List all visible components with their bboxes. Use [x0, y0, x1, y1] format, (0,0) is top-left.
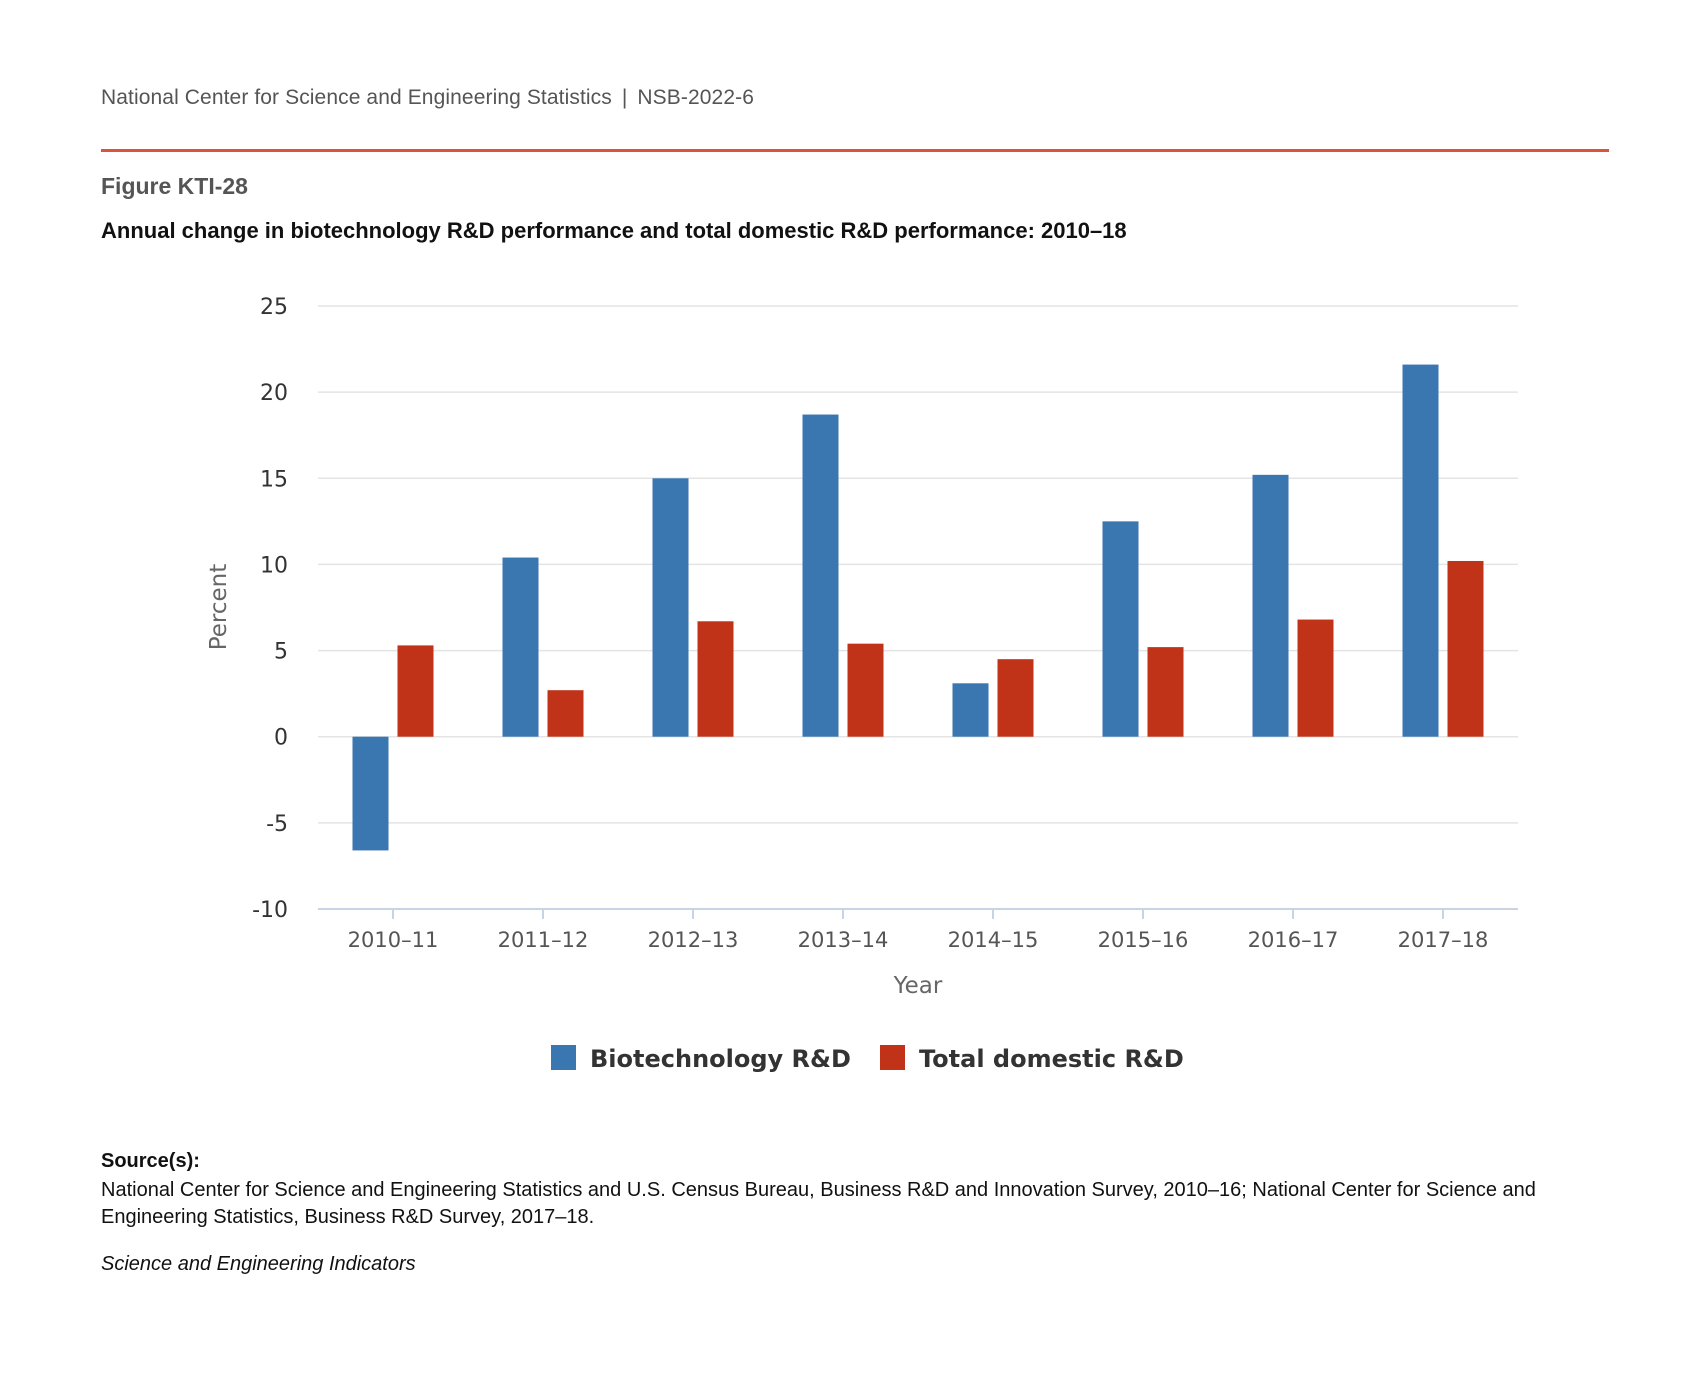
bar-total-domestic-rd — [1147, 647, 1184, 737]
bar-biotechnology-rd — [652, 478, 689, 737]
bar-total-domestic-rd — [547, 690, 584, 737]
y-tick-label: 25 — [260, 295, 288, 320]
legend-label: Biotechnology R&D — [590, 1045, 851, 1073]
report-id: NSB-2022-6 — [637, 86, 754, 109]
header-separator: | — [621, 86, 628, 109]
header-rule — [101, 149, 1609, 152]
organization-name: National Center for Science and Engineer… — [101, 86, 612, 109]
x-tick-label: 2016–17 — [1248, 928, 1339, 952]
bar-total-domestic-rd — [847, 643, 884, 737]
legend-swatch — [551, 1045, 576, 1070]
y-tick-label: -10 — [252, 898, 288, 923]
source-label: Source(s): — [101, 1150, 200, 1172]
bar-biotechnology-rd — [1252, 474, 1289, 737]
y-tick-label: -5 — [266, 812, 288, 837]
x-tick-label: 2017–18 — [1398, 928, 1489, 952]
bar-biotechnology-rd — [352, 736, 389, 851]
y-tick-label: 5 — [274, 640, 288, 665]
x-axis-title: Year — [893, 973, 943, 999]
bar-total-domestic-rd — [697, 621, 734, 737]
bar-total-domestic-rd — [997, 659, 1034, 737]
x-tick-label: 2011–12 — [498, 928, 589, 952]
bar-biotechnology-rd — [802, 414, 839, 737]
figure-title: Annual change in biotechnology R&D perfo… — [101, 218, 1127, 243]
y-tick-label: 10 — [260, 553, 288, 578]
bar-biotechnology-rd — [502, 557, 539, 737]
y-tick-label: 15 — [260, 467, 288, 492]
bar-total-domestic-rd — [1297, 619, 1334, 737]
y-axis-title: Percent — [206, 564, 232, 651]
x-tick-label: 2014–15 — [948, 928, 1039, 952]
legend-label: Total domestic R&D — [919, 1045, 1184, 1073]
publication-name: Science and Engineering Indicators — [101, 1253, 416, 1275]
source-text: National Center for Science and Engineer… — [101, 1179, 1536, 1228]
report-header: National Center for Science and Engineer… — [101, 86, 754, 110]
x-tick-label: 2012–13 — [648, 928, 739, 952]
x-tick-label: 2010–11 — [348, 928, 439, 952]
bar-total-domestic-rd — [1447, 560, 1484, 737]
x-tick-label: 2013–14 — [798, 928, 889, 952]
bar-biotechnology-rd — [952, 683, 989, 737]
figure-number: Figure KTI-28 — [101, 173, 248, 199]
bar-total-domestic-rd — [397, 645, 434, 737]
legend-swatch — [880, 1045, 905, 1070]
bar-biotechnology-rd — [1402, 364, 1439, 737]
x-tick-label: 2015–16 — [1098, 928, 1189, 952]
y-tick-label: 20 — [260, 381, 288, 406]
y-tick-label: 0 — [274, 726, 288, 751]
bar-biotechnology-rd — [1102, 521, 1139, 737]
